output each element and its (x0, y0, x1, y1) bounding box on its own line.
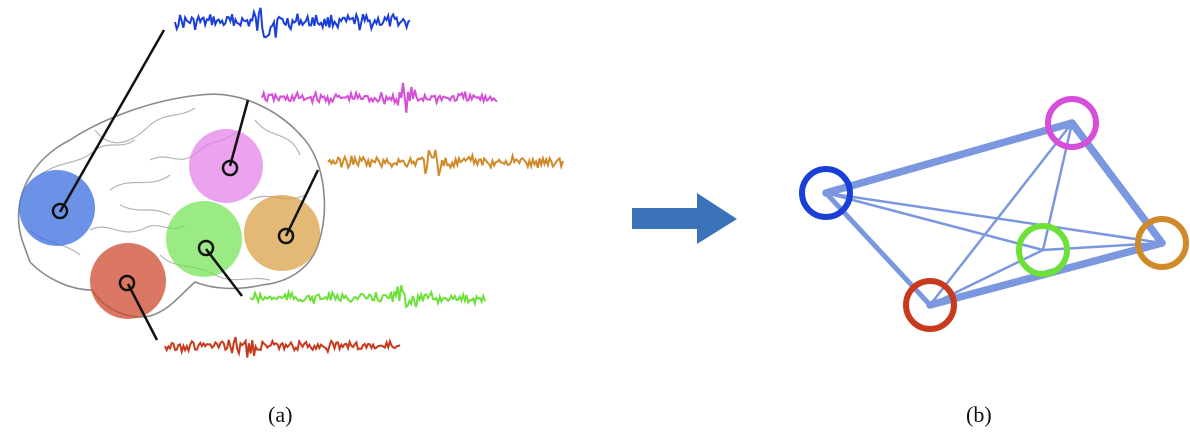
region-blue-blob (19, 170, 95, 246)
region-red-blob (90, 243, 166, 319)
caption-a: (a) (268, 402, 293, 427)
signal-magenta (261, 82, 498, 113)
signal-blue (174, 7, 411, 39)
panel-a-brain (17, 7, 564, 358)
gyrus-line (254, 119, 301, 156)
signal-green (249, 284, 486, 309)
gyrus-line (94, 107, 196, 144)
caption-b: (b) (966, 402, 992, 427)
edge-green-red (928, 248, 1045, 307)
marker-magenta (221, 159, 239, 177)
signal-red (164, 336, 401, 358)
edge-magenta-red (928, 121, 1074, 307)
eeg-signals (164, 7, 564, 358)
signal-orange (327, 149, 564, 176)
panel-b-network (799, 96, 1189, 332)
node-orange (1135, 216, 1189, 270)
region-magenta-blob (189, 129, 263, 203)
network-nodes (799, 96, 1189, 332)
region-orange-blob (244, 195, 320, 271)
region-markers (51, 159, 295, 292)
network-edges (822, 119, 1166, 309)
edge-blue-green (824, 191, 1045, 252)
marker-orange (277, 227, 295, 245)
node-red (903, 278, 957, 332)
edge-green-orange (1041, 241, 1164, 252)
node-magenta (1045, 96, 1099, 150)
leader-red (126, 283, 159, 341)
edge-blue-magenta (822, 119, 1076, 197)
leader-orange (284, 169, 320, 237)
leader-lines (58, 29, 320, 341)
transform-arrow (632, 193, 737, 244)
node-green (1016, 223, 1070, 277)
marker-green (197, 239, 215, 257)
gyrus-line (109, 174, 171, 191)
leader-blue (58, 29, 166, 213)
leader-green (205, 248, 243, 297)
region-green-blob (166, 201, 242, 277)
gyrus-line (119, 204, 171, 216)
leader-magenta (228, 99, 250, 167)
marker-red (118, 274, 136, 292)
marker-blue (51, 202, 69, 220)
node-blue (799, 166, 853, 220)
edge-blue-orange (824, 191, 1164, 245)
arrow-shape (632, 193, 737, 244)
